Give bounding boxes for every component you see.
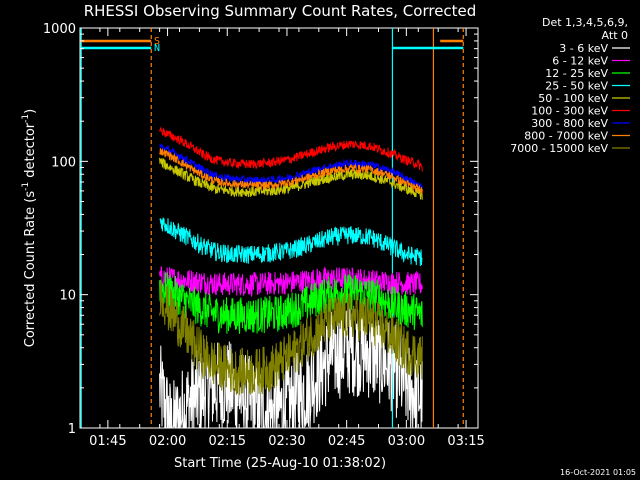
legend-item-label: 800 - 7000 keV [524,130,608,143]
legend-item-label: 6 - 12 keV [552,55,608,68]
series-line [159,157,423,200]
series-layer [159,126,423,429]
flag-marker-label: S [154,36,160,47]
series-line [159,217,423,267]
timestamp: 16-Oct-2021 01:05 [560,468,636,477]
legend-item-label: 300 - 800 keV [531,117,608,130]
x-tick-label: 01:45 [89,434,126,449]
x-tick-label: 02:00 [149,434,186,449]
flare-flag-lines: SN [80,28,464,428]
x-tick-label: 03:00 [388,434,425,449]
series-line [159,126,423,172]
legend-header-line-1: Det 1,3,4,5,6,9, [542,16,628,29]
x-tick-label: 02:15 [209,434,246,449]
legend-header-line-2: Att 0 [602,29,628,42]
y-tick-label: 1 [68,422,76,437]
legend-item-label: 7000 - 15000 keV [510,142,608,155]
x-tick-label: 02:30 [268,434,305,449]
legend-item-label: 100 - 300 keV [531,105,608,118]
y-tick-label: 100 [51,155,76,170]
chart-title: RHESSI Observing Summary Count Rates, Co… [84,2,477,20]
y-tick-label: 10 [59,289,76,304]
series-line [159,272,423,334]
legend-item-label: 50 - 100 keV [538,92,608,105]
series-line [159,306,423,429]
series-line [159,266,423,298]
x-tick-label: 02:45 [328,434,365,449]
axis-ticks: 01:45 02:00 02:15 02:30 02:45 03:00 03:15 1 10 10… [43,22,485,449]
legend-item-label: 12 - 25 keV [545,67,608,80]
y-axis-label: Corrected Count Rate (s-1 detector-1) [21,109,38,347]
x-tick-label: 03:15 [447,434,484,449]
legend-item-label: 3 - 6 keV [559,42,608,55]
series-line [159,280,423,396]
legend-item-label: 25 - 50 keV [545,80,608,93]
y-tick-label: 1000 [43,22,76,37]
flag-marker-label: N [154,43,160,54]
series-line [159,148,423,195]
x-axis-label: Start Time (25-Aug-10 01:38:02) [174,456,386,471]
series-line [159,143,423,191]
